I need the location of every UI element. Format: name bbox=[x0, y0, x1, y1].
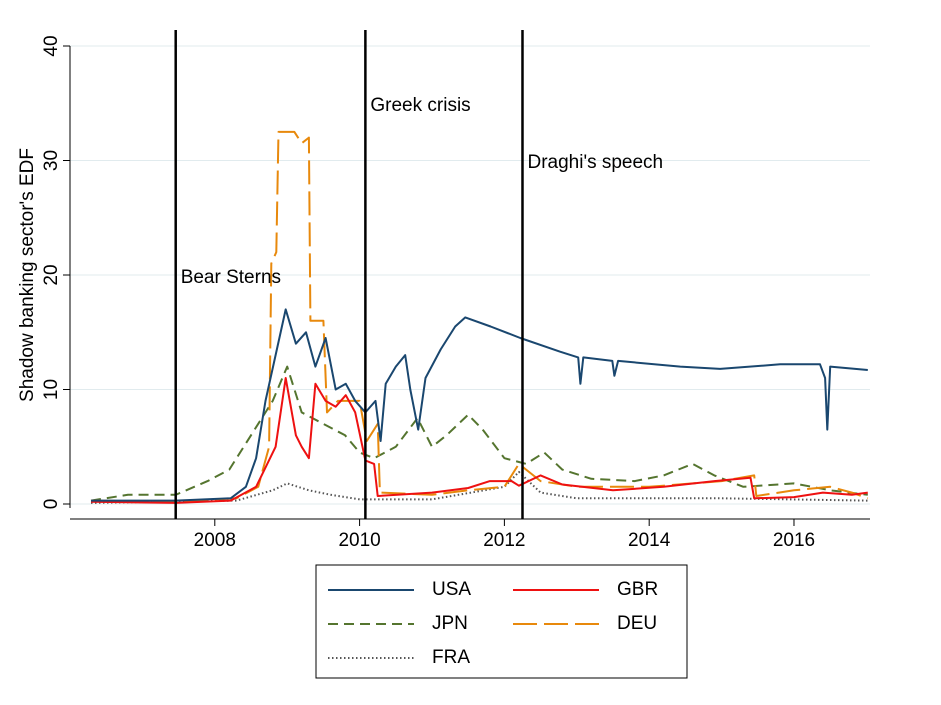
legend-label: USA bbox=[432, 579, 471, 600]
legend-label: GBR bbox=[617, 579, 658, 600]
event-label: Greek crisis bbox=[370, 95, 470, 116]
x-tick-label: 2014 bbox=[628, 530, 671, 551]
legend-label: JPN bbox=[432, 613, 468, 634]
event-label: Bear Sterns bbox=[181, 267, 281, 288]
legend-label: DEU bbox=[617, 613, 657, 634]
series-line bbox=[90, 470, 868, 504]
y-tick-label: 20 bbox=[41, 264, 62, 285]
y-tick-label: 30 bbox=[41, 150, 62, 171]
y-tick-label: 40 bbox=[41, 35, 62, 56]
legend-box bbox=[315, 564, 688, 679]
x-tick-label: 2008 bbox=[194, 530, 236, 551]
y-tick-label: 10 bbox=[41, 379, 62, 400]
y-axis-title: Shadow banking sector's EDF bbox=[17, 148, 38, 402]
series-line bbox=[90, 365, 868, 502]
series-line bbox=[91, 308, 868, 502]
x-tick-label: 2012 bbox=[483, 530, 525, 551]
legend-label: FRA bbox=[432, 647, 470, 668]
series-line bbox=[90, 377, 868, 504]
y-tick-label: 0 bbox=[41, 499, 62, 510]
x-tick-label: 2016 bbox=[773, 530, 815, 551]
event-label: Draghi's speech bbox=[527, 152, 663, 173]
x-tick-label: 2010 bbox=[338, 530, 380, 551]
